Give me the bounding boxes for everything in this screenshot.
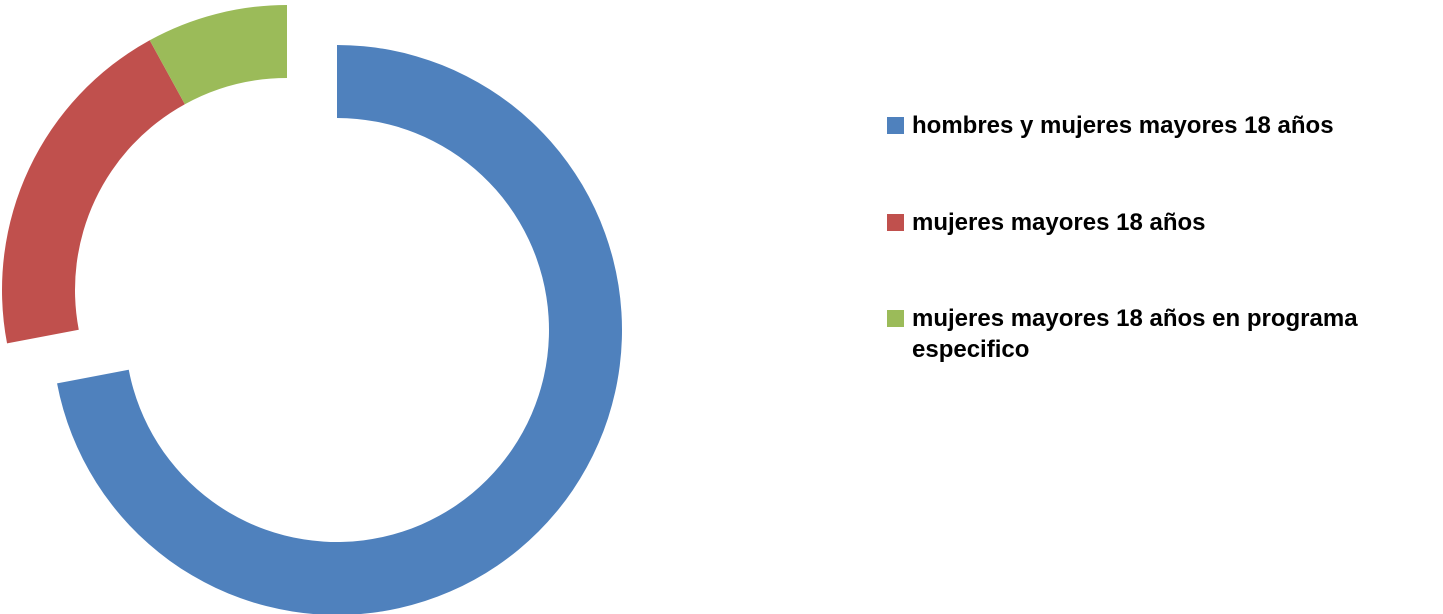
legend-label: mujeres mayores 18 años en programa espe… (912, 305, 1358, 363)
legend-item: mujeres mayores 18 años en programa espe… (887, 303, 1432, 365)
legend-swatch (887, 117, 904, 134)
donut-slice (149, 5, 287, 105)
legend-swatch (887, 310, 904, 327)
legend-label: mujeres mayores 18 años (912, 209, 1206, 236)
legend-swatch (887, 214, 904, 231)
donut-slice (1, 40, 185, 344)
legend-item: hombres y mujeres mayores 18 años (887, 110, 1432, 141)
legend-label: hombres y mujeres mayores 18 años (912, 112, 1334, 139)
donut-area (1, 5, 622, 614)
legend-item: mujeres mayores 18 años (887, 207, 1432, 238)
